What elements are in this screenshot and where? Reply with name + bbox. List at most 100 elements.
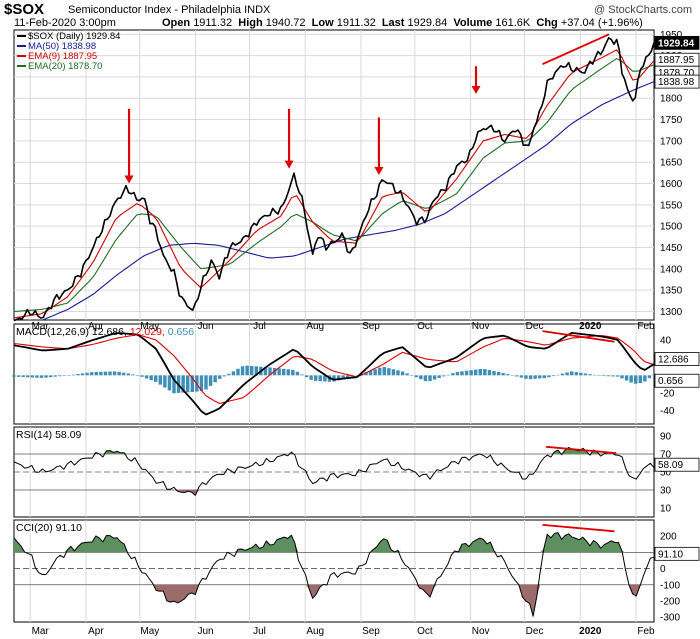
macd-histogram-bar [231, 371, 236, 376]
annotation-trendline [542, 523, 615, 533]
macd-histogram-bar [414, 375, 418, 378]
y-tick-label: 1350 [660, 286, 683, 297]
macd-histogram-bar [341, 375, 345, 380]
ema20-line [13, 58, 655, 313]
macd-histogram-bar [647, 375, 652, 379]
y-tick-label: 0 [660, 564, 666, 575]
y-tick-label: 30 [660, 486, 672, 497]
last-value-tag-box [654, 457, 700, 472]
macd-histogram-bar [131, 374, 135, 376]
legend-entry: EMA(20) 1878.70 [28, 61, 102, 72]
last-value-tag-label: 91.10 [658, 549, 683, 560]
macd-histogram-bar [478, 369, 482, 376]
cci-line [13, 532, 655, 617]
last-value-tag-label: 1887.95 [658, 55, 695, 66]
macd-histogram-bar [282, 368, 286, 376]
macd-histogram-bar [560, 373, 565, 376]
x-tick-label: May [140, 626, 159, 637]
last-value-tag-box [654, 35, 700, 50]
macd-histogram-bar [295, 371, 300, 376]
macd-histogram-bar [556, 374, 560, 376]
y-tick-label: 40 [660, 335, 672, 346]
macd-legend: MACD(12,26,9) 12.686, 12.029, 0.656 [16, 326, 194, 338]
x-tick-label: Jun [198, 626, 214, 637]
macd-histogram-bar [501, 372, 505, 376]
macd-histogram-bar [122, 372, 126, 376]
macd-histogram-bar [506, 374, 510, 376]
x-tick-label: May [140, 321, 159, 332]
macd-histogram-bar [634, 375, 638, 384]
symbol-title: $SOX [4, 1, 45, 18]
macd-histogram-bar [496, 371, 501, 376]
macd-histogram-bar [117, 371, 121, 376]
x-tick-label: 2020 [579, 321, 602, 332]
y-tick-label: -300 [660, 613, 680, 624]
macd-histogram-bar [208, 375, 213, 386]
macd-histogram-bar [277, 368, 281, 376]
macd-histogram-bar [382, 367, 386, 376]
y-tick-label: 1300 [660, 307, 683, 318]
legend-entry: MA(50) 1838.98 [28, 41, 96, 52]
macd-histogram-bar [236, 368, 240, 376]
macd-histogram-bar [300, 374, 304, 376]
last-value-tag: 12.686 [654, 352, 700, 367]
last-value-tag-box [654, 74, 700, 89]
macd-histogram-bar [378, 367, 382, 376]
macd-histogram-bar [154, 375, 158, 382]
macd-histogram-bar [240, 366, 245, 376]
x-tick-label: Mar [32, 626, 50, 637]
macd-histogram-bar [291, 369, 295, 376]
x-tick-label: Feb [637, 321, 655, 332]
quote-date: 11-Feb-2020 3:00pm [14, 17, 116, 29]
macd-histogram-bar [199, 375, 204, 391]
macd-histogram-bar [332, 375, 336, 382]
last-value-tag: 91.10 [654, 546, 700, 561]
macd-histogram-bar [620, 375, 624, 379]
macd-histogram-bar [172, 375, 176, 394]
macd-histogram-bar [218, 375, 222, 379]
x-tick-label: Oct [417, 626, 433, 637]
macd-histogram-bar [140, 375, 144, 377]
x-tick-label: Nov [472, 626, 490, 637]
macd-signal-line [13, 334, 655, 405]
macd-histogram-bar [524, 375, 528, 379]
macd-histogram-bar [387, 368, 391, 376]
annotation-trendline [546, 445, 617, 454]
annotation-trendline [542, 33, 610, 65]
macd-histogram-bar [181, 375, 185, 393]
macd-histogram-bar [368, 370, 373, 376]
y-tick-label: 10 [660, 504, 672, 515]
y-tick-label: 90 [660, 432, 672, 443]
x-tick-label: Jun [198, 321, 214, 332]
macd-histogram-bar [442, 375, 446, 377]
macd-histogram-bar [602, 375, 606, 377]
x-tick-label: Jul [253, 321, 266, 332]
macd-histogram-bar [85, 372, 89, 376]
macd-histogram-bar [39, 375, 44, 378]
macd-histogram-bar [483, 369, 487, 376]
macd-histogram-bar [112, 371, 117, 376]
macd-histogram-bar [588, 374, 592, 376]
y-tick-label: 1750 [660, 115, 683, 126]
macd-histogram-bar [643, 375, 647, 382]
macd-histogram-bar [515, 375, 519, 377]
macd-histogram-bar [547, 375, 551, 378]
y-tick-label: 200 [660, 532, 677, 543]
macd-histogram-bar [126, 373, 130, 376]
volume-label: Volume [453, 17, 493, 29]
low-value: 1911.32 [336, 17, 376, 29]
macd-histogram-bar [99, 371, 103, 376]
x-tick-label: Jul [253, 626, 266, 637]
open-label: Open [162, 17, 191, 29]
macd-histogram-bar [391, 369, 396, 376]
macd-histogram-bar [108, 371, 112, 376]
last-value-tag-box [654, 546, 700, 561]
macd-histogram-bar [167, 375, 172, 391]
x-tick-label: Aug [306, 321, 324, 332]
change-label: Chg [536, 17, 558, 29]
macd-histogram-bar [16, 375, 21, 377]
macd-histogram-bar [574, 372, 578, 376]
macd-histogram-bar [583, 373, 588, 376]
macd-histogram-bar [533, 375, 537, 379]
macd-histogram-bar [53, 375, 57, 377]
